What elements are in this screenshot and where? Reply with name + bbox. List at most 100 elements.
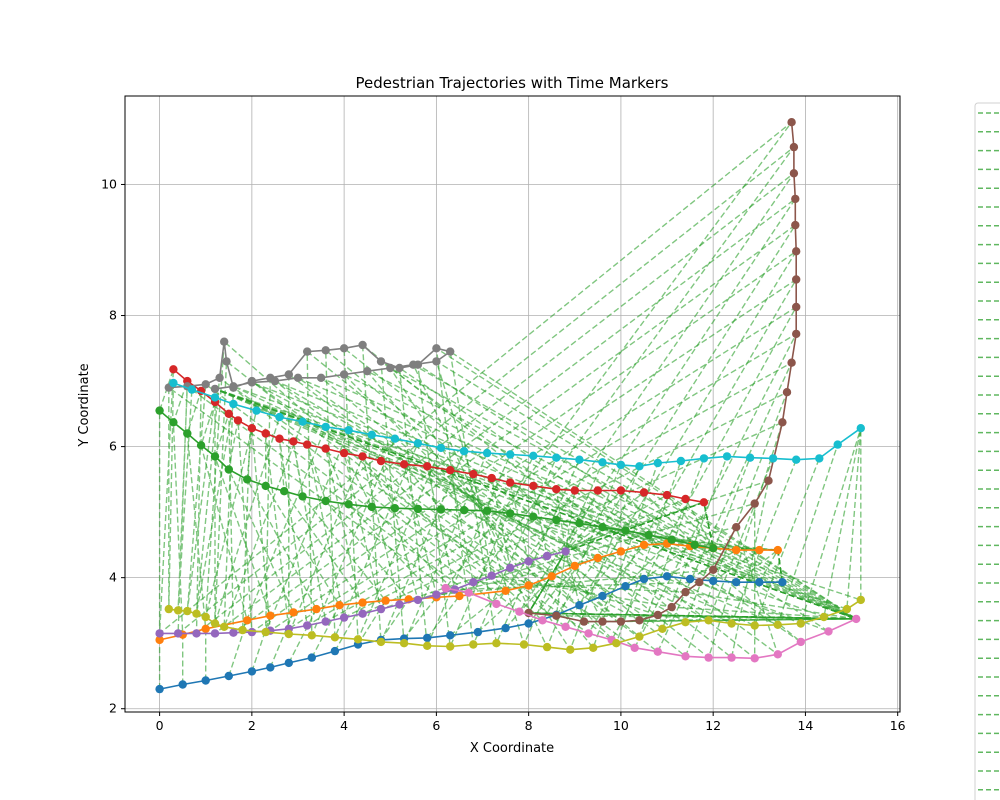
trajectory-marker [653, 458, 662, 468]
trajectory-marker [842, 604, 852, 614]
trajectory-marker [681, 618, 690, 627]
trajectory-marker [155, 684, 164, 694]
trajectory-marker [210, 619, 220, 628]
trajectory-marker [487, 473, 496, 483]
trajectory-marker [210, 452, 220, 461]
trajectory-marker [755, 578, 764, 587]
trajectory-marker [284, 629, 293, 639]
trajectory-marker [293, 373, 303, 382]
trajectory-marker [704, 616, 713, 625]
y-tick-label: 4 [109, 570, 117, 585]
trajectory-marker [178, 680, 187, 689]
trajectory-marker [376, 456, 386, 466]
trajectory-marker [229, 382, 238, 391]
trajectory-marker [792, 247, 801, 256]
trajectory-marker [482, 506, 492, 515]
trajectory-4 [169, 365, 709, 507]
trajectory-marker [284, 370, 293, 379]
time-connector-line [214, 250, 797, 668]
trajectory-marker [709, 576, 718, 586]
trajectory-line [159, 409, 714, 549]
trajectory-marker [413, 439, 423, 448]
trajectory-marker [436, 505, 446, 514]
time-connector-line [398, 366, 802, 649]
trajectory-marker [363, 367, 372, 376]
x-tick-label: 8 [525, 718, 533, 733]
trajectory-marker [658, 624, 667, 633]
trajectory-marker [492, 639, 501, 648]
trajectory-marker [856, 424, 865, 433]
trajectory-marker [506, 450, 515, 459]
trajectory-marker [570, 486, 579, 495]
trajectory-marker [376, 604, 386, 614]
trajectory-marker [773, 545, 782, 555]
trajectory-marker [616, 486, 626, 495]
trajectory-marker [653, 610, 662, 620]
trajectory-marker [667, 602, 676, 612]
trajectory-marker [676, 456, 686, 466]
trajectory-marker [616, 617, 626, 626]
trajectory-marker [538, 616, 547, 625]
trajectory-marker [330, 646, 340, 656]
trajectory-marker [773, 650, 782, 659]
trajectory-marker [792, 455, 801, 464]
trajectory-marker [358, 340, 367, 350]
trajectory-marker [704, 653, 713, 662]
legend [974, 102, 1000, 800]
trajectory-marker [681, 494, 690, 504]
x-tick-label: 4 [340, 718, 348, 733]
trajectory-marker [321, 346, 330, 355]
trajectory-marker [275, 412, 284, 422]
trajectory-marker [566, 645, 575, 654]
trajectory-marker [335, 601, 344, 610]
trajectory-marker [303, 347, 312, 356]
trajectory-marker [224, 409, 233, 418]
x-tick-label: 14 [797, 718, 813, 733]
trajectory-marker [616, 547, 626, 556]
trajectory-marker [358, 598, 367, 607]
trajectory-marker [695, 578, 704, 587]
time-connector-line [205, 224, 796, 672]
trajectory-marker [635, 632, 644, 641]
trajectory-marker [266, 611, 275, 620]
trajectory-marker [469, 640, 478, 649]
trajectory-marker [732, 578, 741, 587]
trajectory-marker [229, 399, 238, 409]
trajectory-marker [266, 663, 275, 672]
trajectory-marker [275, 434, 284, 443]
trajectory-marker [261, 481, 270, 491]
time-connector-line [186, 172, 795, 681]
trajectory-marker [243, 616, 252, 625]
trajectory-marker [662, 490, 672, 500]
time-connector-line [172, 146, 795, 685]
time-connector-line [158, 121, 793, 690]
trajectory-marker [367, 502, 376, 512]
trajectory-marker [782, 388, 792, 397]
trajectory-marker [612, 639, 621, 648]
trajectory-marker [685, 574, 695, 584]
trajectory-marker [210, 384, 220, 394]
trajectory-marker [247, 424, 257, 433]
time-connector-line [214, 388, 862, 620]
trajectory-marker [376, 637, 386, 647]
trajectory-marker [547, 572, 556, 581]
trajectory-marker [399, 639, 409, 648]
trajectory-marker [386, 363, 395, 373]
trajectory-marker [792, 329, 801, 339]
trajectory-marker [339, 344, 349, 353]
trajectory-marker [575, 455, 584, 464]
trajectory-marker [459, 447, 469, 456]
trajectory-marker [376, 357, 386, 366]
trajectory-marker [224, 465, 233, 474]
y-tick-label: 6 [109, 439, 117, 454]
trajectory-marker [639, 488, 649, 497]
trajectory-marker [764, 476, 773, 485]
trajectory-marker [575, 519, 584, 528]
trajectory-marker [787, 118, 796, 127]
trajectory-marker [390, 434, 400, 443]
trajectory-marker [709, 565, 718, 574]
trajectory-marker [423, 633, 432, 643]
trajectory-marker [183, 429, 192, 438]
trajectory-marker [529, 481, 538, 491]
trajectory-marker [639, 540, 649, 550]
